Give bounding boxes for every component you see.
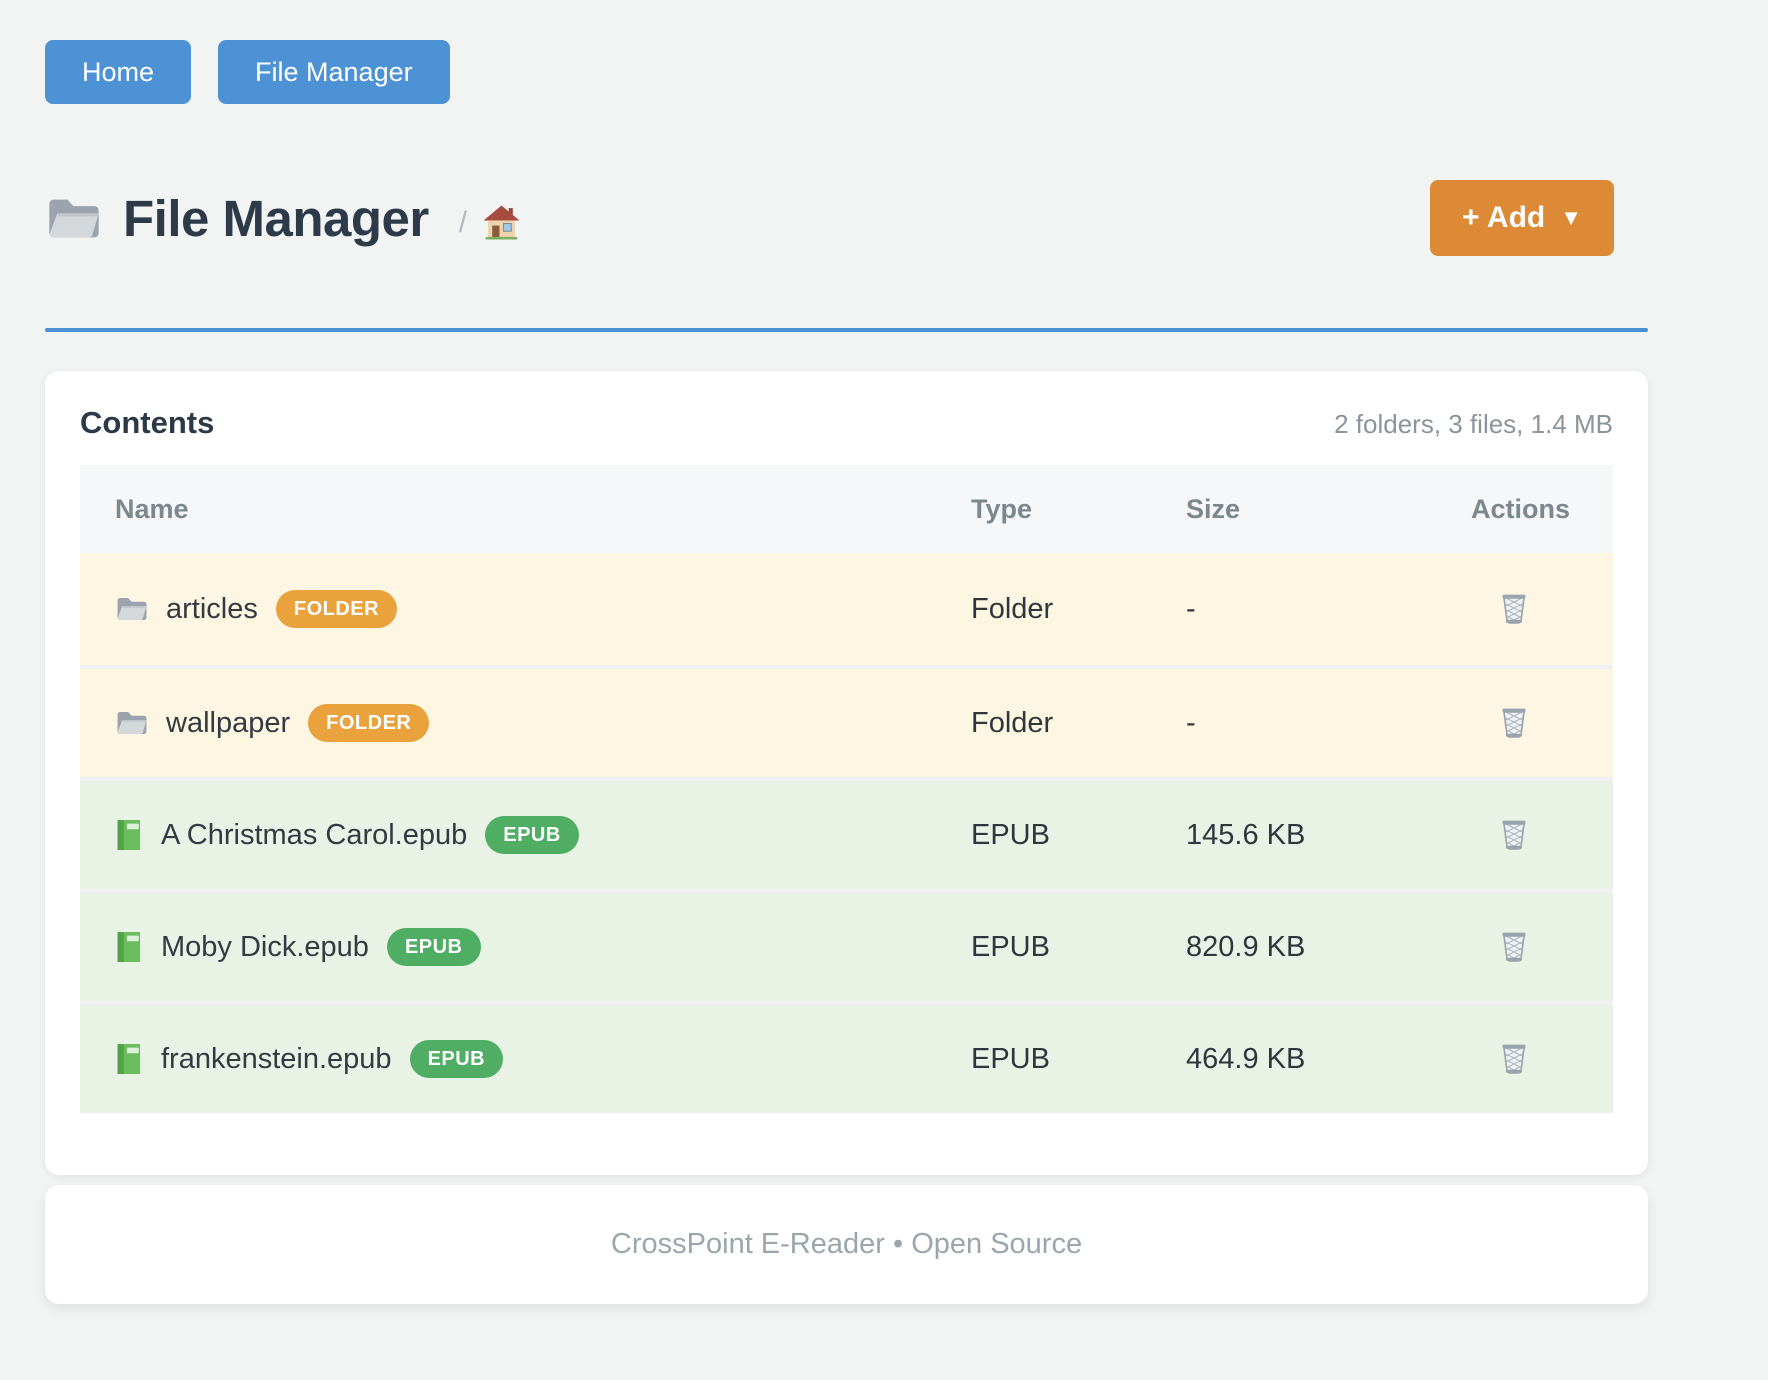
file-type: EPUB: [971, 1042, 1050, 1075]
file-size: 820.9 KB: [1186, 930, 1306, 963]
table-row: articles FOLDER Folder -: [80, 553, 1613, 665]
type-badge: EPUB: [409, 1040, 504, 1078]
house-icon[interactable]: [483, 205, 520, 240]
folder-icon: [115, 707, 149, 739]
column-header-name: Name: [115, 493, 189, 524]
contents-summary: 2 folders, 3 files, 1.4 MB: [1334, 409, 1613, 439]
file-type: Folder: [971, 706, 1054, 739]
file-name: frankenstein.epub: [161, 1042, 392, 1075]
folder-icon: [45, 195, 103, 242]
file-name: Moby Dick.epub: [161, 930, 369, 963]
title-divider: [45, 328, 1648, 332]
delete-button[interactable]: [1497, 704, 1531, 742]
file-size: -: [1186, 706, 1196, 739]
trash-icon: [1498, 928, 1530, 964]
table-row: Moby Dick.epub EPUB EPUB 820.9 KB: [80, 889, 1613, 1001]
top-nav: Home File Manager: [45, 0, 1768, 104]
column-header-type: Type: [971, 493, 1033, 524]
chevron-down-icon: ▼: [1560, 205, 1582, 230]
file-name-cell[interactable]: wallpaper FOLDER: [80, 704, 971, 742]
delete-button[interactable]: [1497, 816, 1531, 854]
book-icon: [115, 930, 144, 964]
file-size: -: [1186, 592, 1196, 625]
file-name-cell[interactable]: A Christmas Carol.epub EPUB: [80, 816, 971, 854]
footer: CrossPoint E-Reader • Open Source: [45, 1185, 1648, 1304]
home-nav-button[interactable]: Home: [45, 40, 192, 104]
footer-text: CrossPoint E-Reader • Open Source: [610, 1228, 1083, 1260]
table-row: frankenstein.epub EPUB EPUB 464.9 KB: [80, 1001, 1613, 1113]
type-badge: FOLDER: [275, 590, 398, 628]
file-name: A Christmas Carol.epub: [161, 818, 468, 851]
contents-card: Contents 2 folders, 3 files, 1.4 MB Name…: [45, 371, 1648, 1175]
table-row: wallpaper FOLDER Folder -: [80, 665, 1613, 777]
type-badge: EPUB: [386, 928, 481, 966]
folder-icon: [115, 593, 149, 625]
type-badge: EPUB: [485, 816, 579, 854]
delete-button[interactable]: [1497, 590, 1531, 628]
breadcrumb-separator: /: [458, 206, 468, 239]
trash-icon: [1498, 590, 1530, 626]
page-title: File Manager: [123, 189, 429, 247]
file-name: wallpaper: [166, 706, 291, 739]
file-size: 145.6 KB: [1186, 818, 1306, 851]
file-size: 464.9 KB: [1186, 1042, 1306, 1075]
add-button-label: + Add: [1462, 201, 1546, 234]
trash-icon: [1498, 704, 1530, 740]
delete-button[interactable]: [1497, 1040, 1531, 1078]
file-type: Folder: [971, 592, 1054, 625]
file-name-cell[interactable]: Moby Dick.epub EPUB: [80, 928, 971, 966]
page-header: File Manager / + Add ▼: [45, 170, 1614, 266]
book-icon: [115, 818, 144, 852]
column-header-size: Size: [1186, 493, 1241, 524]
type-badge: FOLDER: [308, 704, 430, 742]
file-manager-nav-button[interactable]: File Manager: [218, 40, 450, 104]
contents-title: Contents: [80, 405, 215, 440]
file-type: EPUB: [971, 818, 1050, 851]
table-header-row: Name Type Size Actions: [80, 465, 1613, 553]
file-name-cell[interactable]: articles FOLDER: [80, 590, 971, 628]
book-icon: [115, 1042, 144, 1076]
trash-icon: [1498, 816, 1530, 852]
file-name-cell[interactable]: frankenstein.epub EPUB: [80, 1040, 971, 1078]
trash-icon: [1498, 1040, 1530, 1076]
column-header-actions: Actions: [1471, 493, 1571, 524]
file-type: EPUB: [971, 930, 1050, 963]
file-table: Name Type Size Actions articles FOLDER F…: [80, 465, 1613, 1113]
add-button[interactable]: + Add ▼: [1430, 180, 1614, 256]
file-name: articles: [166, 592, 258, 625]
delete-button[interactable]: [1497, 928, 1531, 966]
table-row: A Christmas Carol.epub EPUB EPUB 145.6 K…: [80, 777, 1613, 889]
